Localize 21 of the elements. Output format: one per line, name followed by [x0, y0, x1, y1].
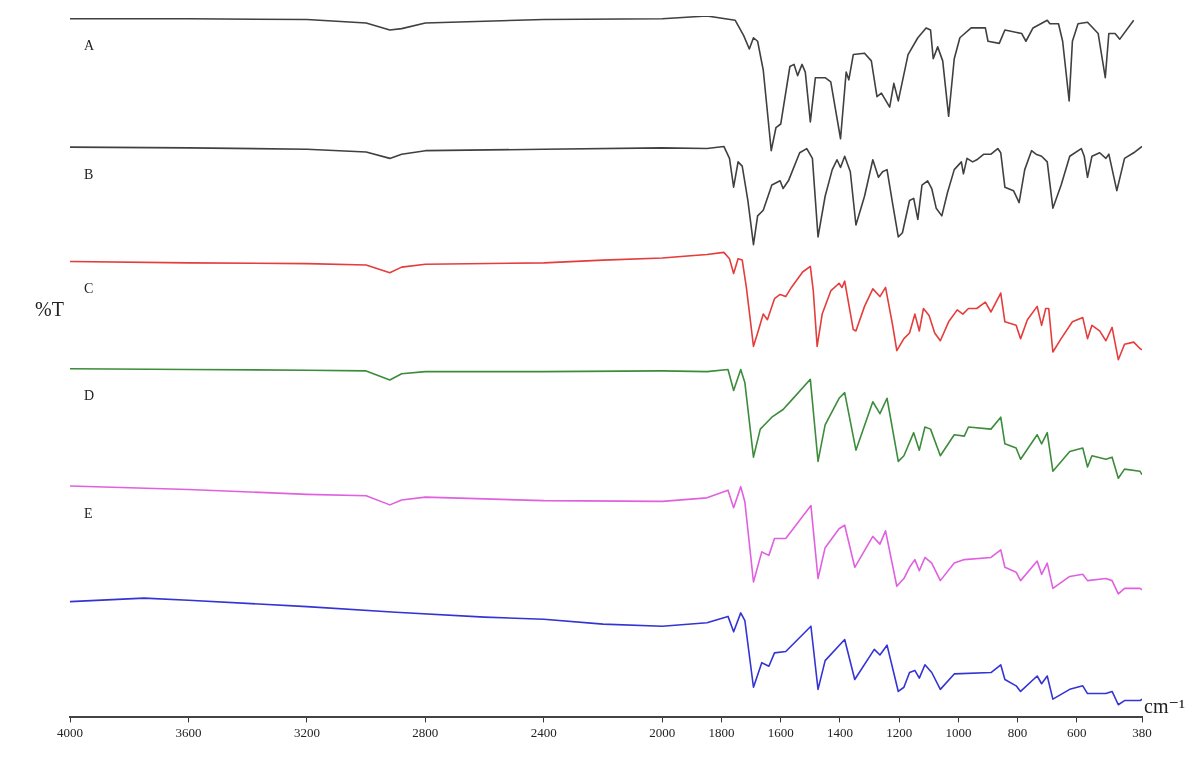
y-axis-title: %T: [35, 297, 64, 320]
x-tick-label: 380: [1132, 724, 1152, 740]
x-tick-label: 4000: [57, 724, 83, 740]
x-tick-label: 1600: [767, 724, 794, 740]
x-tick-label: 1000: [945, 724, 972, 740]
series-label: C: [84, 281, 94, 297]
x-tick-label: 2400: [530, 724, 557, 740]
x-tick-label: 800: [1007, 724, 1028, 740]
x-tick-label: 3200: [293, 724, 320, 740]
x-tick-label: 3600: [175, 724, 202, 740]
x-tick-label: 1200: [886, 724, 913, 740]
x-tick-label: 1400: [826, 724, 853, 740]
series-label: D: [84, 388, 95, 404]
x-axis-title: cm⁻¹: [1144, 694, 1185, 717]
series-label: B: [84, 166, 94, 182]
series-label: E: [84, 505, 93, 521]
series-label: A: [84, 38, 95, 54]
x-tick-label: 600: [1067, 724, 1087, 740]
x-tick-label: 1800: [708, 724, 735, 740]
x-tick-label: 2800: [412, 724, 439, 740]
x-tick-label: 2000: [649, 724, 676, 740]
